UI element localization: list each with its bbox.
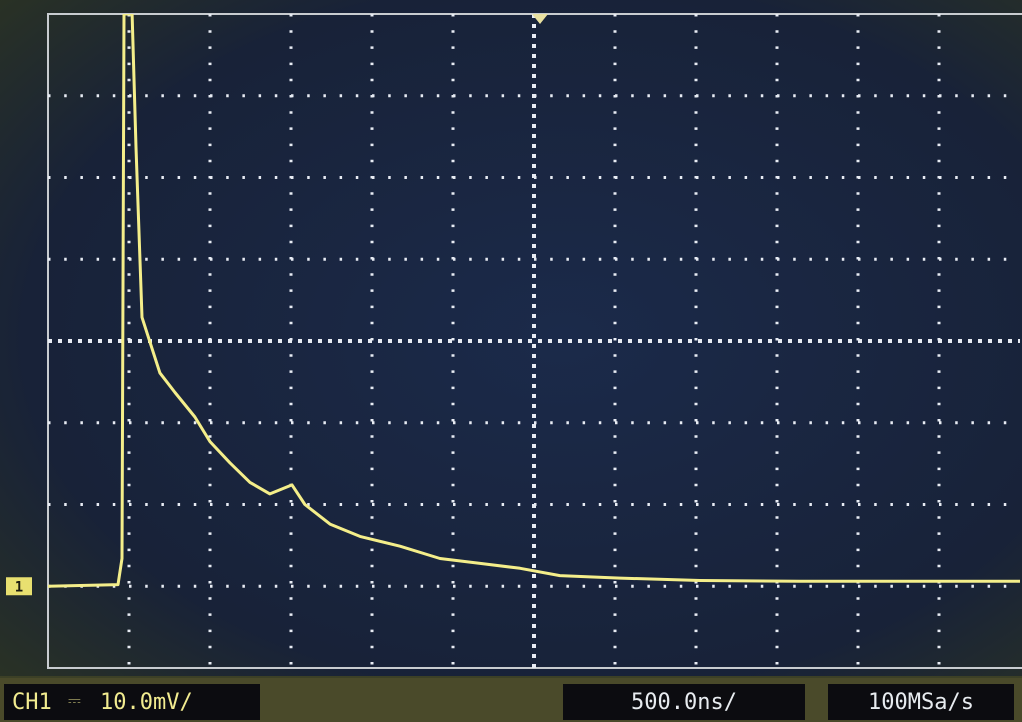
scope-display: CH1 ⎓ 10.0mV/ 500.0ns/ 100MSa/s 1 <box>0 0 1022 722</box>
sample-rate: 100MSa/s <box>868 690 974 715</box>
oscilloscope-screen: CH1 ⎓ 10.0mV/ 500.0ns/ 100MSa/s 1 <box>0 0 1022 722</box>
screen-background <box>0 0 1022 676</box>
timebase: 500.0ns/ <box>631 690 737 715</box>
coupling-symbol: ⎓ <box>68 691 81 710</box>
vertical-scale: 10.0mV/ <box>100 690 193 715</box>
ground-marker: 1 <box>15 579 23 595</box>
channel-label: CH1 <box>12 690 52 715</box>
